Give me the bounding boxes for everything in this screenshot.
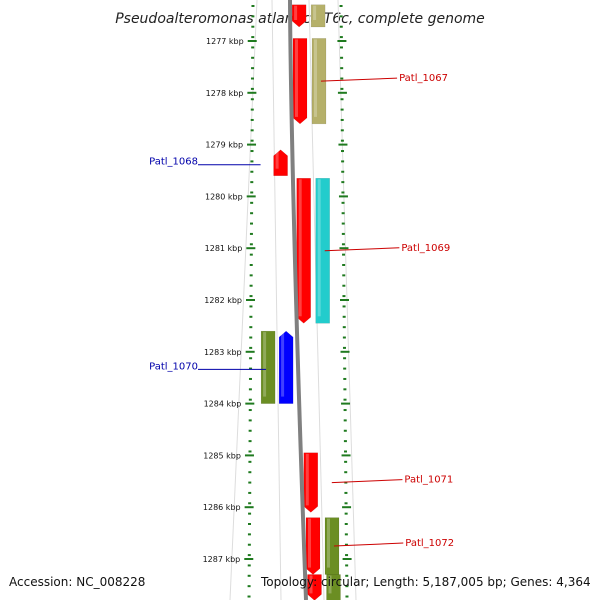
feature-shading: [263, 332, 267, 397]
kbp-tick-label: 1278 kbp: [206, 89, 244, 98]
gene-label[interactable]: Patl_1071: [404, 475, 453, 486]
feature-shading: [308, 518, 311, 568]
accession-text: Accession: NC_008228: [9, 575, 145, 589]
kbp-tick-label: 1281 kbp: [205, 244, 243, 253]
feature-shading: [314, 39, 317, 117]
feature-shading: [295, 39, 298, 117]
gene-label[interactable]: Patl_1068: [149, 157, 198, 168]
feature-shading: [328, 575, 332, 594]
kbp-tick-label: 1280 kbp: [205, 192, 243, 201]
gene-track: [260, 4, 341, 600]
backbone: [288, 0, 308, 600]
cds-feature[interactable]: [260, 330, 276, 404]
gene-arrow[interactable]: [273, 149, 288, 176]
kbp-tick-label: 1287 kbp: [203, 555, 241, 564]
feature-shading: [275, 150, 279, 169]
feature-shading: [281, 332, 285, 397]
kbp-ruler: 1277 kbp 1278 kbp 1279 kbp 1280 kbp 1281 kbp…: [203, 5, 352, 598]
kbp-tick-label: 1282 kbp: [204, 296, 242, 305]
gene-arrow[interactable]: [278, 330, 294, 404]
cds-feature[interactable]: [311, 38, 327, 125]
gene-label[interactable]: Patl_1072: [405, 538, 454, 549]
cds-feature[interactable]: [315, 178, 330, 324]
gene-label[interactable]: Patl_1070: [149, 361, 198, 372]
strand-guide-line: [271, 0, 282, 600]
kbp-tick-label: 1277 kbp: [206, 37, 244, 46]
gene-label-pointer: [334, 542, 404, 547]
feature-shading: [305, 453, 309, 506]
gene-label[interactable]: Patl_1069: [401, 243, 450, 254]
kbp-tick-label: 1279 kbp: [205, 141, 243, 150]
feature-shading: [294, 5, 298, 20]
gene-label-pointer: [320, 77, 398, 82]
gene-label[interactable]: Patl_1067: [399, 73, 448, 84]
feature-shading: [327, 518, 330, 568]
feature-shading: [298, 179, 302, 317]
genome-summary-text: Topology: circular; Length: 5,187,005 bp…: [260, 575, 591, 589]
feature-shading: [309, 575, 313, 594]
feature-shading: [317, 179, 321, 317]
strand-guide-line: [229, 0, 258, 600]
cds-feature[interactable]: [310, 4, 326, 28]
gene-labels: Patl_1067 Patl_1068 Patl_1069 Patl_1070 Patl…: [149, 73, 454, 549]
cds-feature[interactable]: [326, 574, 341, 600]
kbp-tick-label: 1284 kbp: [204, 400, 242, 409]
gene-label-pointer: [324, 247, 400, 252]
kbp-tick-label: 1285 kbp: [203, 451, 241, 460]
backbone-line: [288, 0, 308, 600]
gene-label-pointer: [331, 479, 403, 484]
kbp-tick-label: 1286 kbp: [203, 503, 241, 512]
feature-shading: [313, 5, 317, 20]
kbp-tick-label: 1283 kbp: [204, 348, 242, 357]
